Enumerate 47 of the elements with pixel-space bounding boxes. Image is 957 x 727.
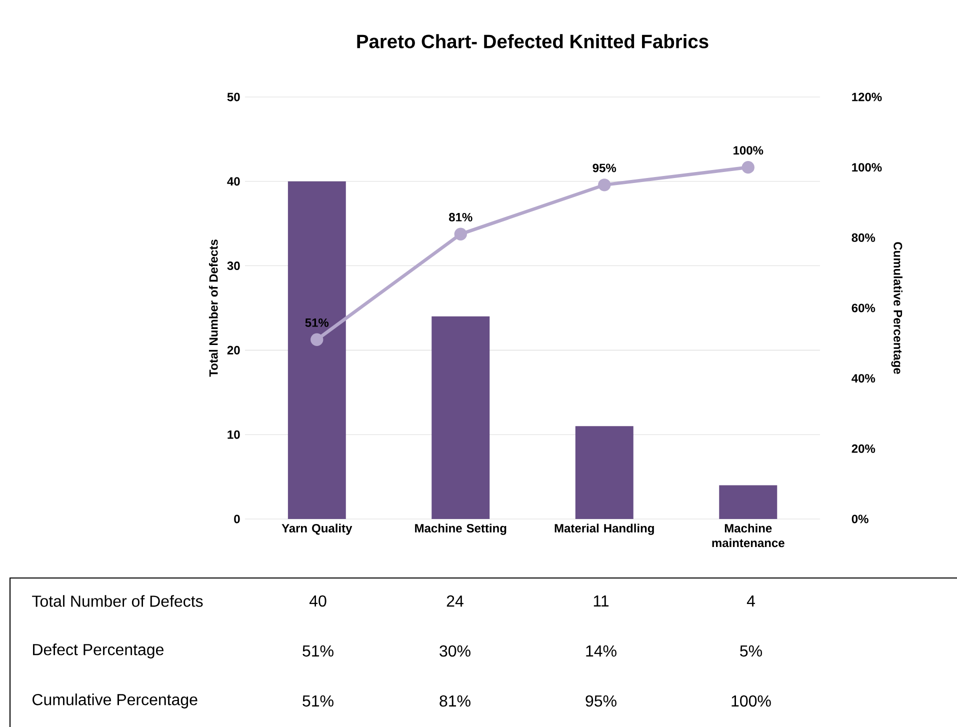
y2-tick-label: 0% <box>852 514 868 524</box>
y2-tick-label: 60% <box>852 304 876 312</box>
y2-tick-label: 80% <box>852 233 876 242</box>
data-label: 40 <box>309 595 326 607</box>
y2-axis-title: Cumulative Percentage <box>891 242 902 374</box>
point <box>598 178 611 192</box>
text: 95% <box>592 164 616 172</box>
text: 30% <box>440 645 470 657</box>
bar <box>432 316 490 519</box>
x-tick-label: Material Handling <box>554 524 654 535</box>
text: 14% <box>586 645 616 657</box>
text: 81% <box>449 212 472 222</box>
bar <box>719 485 778 519</box>
text: 5% <box>740 645 762 657</box>
data-label: 100% <box>732 695 771 707</box>
data-label: 51% <box>302 695 334 707</box>
bar <box>288 181 346 519</box>
y-tick-label: 30 <box>227 262 240 270</box>
bar <box>575 426 634 519</box>
y-tick-label: 10 <box>228 430 240 439</box>
data-label: 95% <box>586 695 616 707</box>
y2-tick-label: 20% <box>852 444 876 453</box>
y2-tick-label: 100% <box>852 163 882 172</box>
point <box>310 333 324 346</box>
text: 100% <box>734 146 764 155</box>
y-tick-label: 20 <box>227 346 240 354</box>
y2-tick-label: 40% <box>852 374 876 383</box>
y-tick-label: 0 <box>234 514 240 524</box>
text: 51% <box>302 645 334 657</box>
text: Total Number of Defects <box>32 595 203 607</box>
y-tick-label: 40 <box>227 177 240 186</box>
data-label: 4 <box>746 595 755 606</box>
x-tick-label: Machine Setting <box>415 524 506 535</box>
text: Defect Percentage <box>33 644 164 658</box>
point <box>454 228 467 240</box>
data-label: 81% <box>440 695 470 707</box>
x-tick-label: Machine maintenance <box>712 524 784 548</box>
y-axis-title: Total Number of Defects <box>208 240 218 377</box>
data-label: 24 <box>446 595 464 607</box>
text: Cumulative Percentage <box>32 694 198 708</box>
y2-tick-label: 120% <box>852 92 882 102</box>
y-tick-label: 50 <box>227 92 240 102</box>
data-label: 11 <box>594 595 609 606</box>
text: 51% <box>305 318 329 327</box>
chart-title: Pareto Chart- Defected Knitted Fabrics <box>357 34 708 48</box>
x-tick-label: Yarn Quality <box>282 524 352 535</box>
point <box>742 160 754 174</box>
